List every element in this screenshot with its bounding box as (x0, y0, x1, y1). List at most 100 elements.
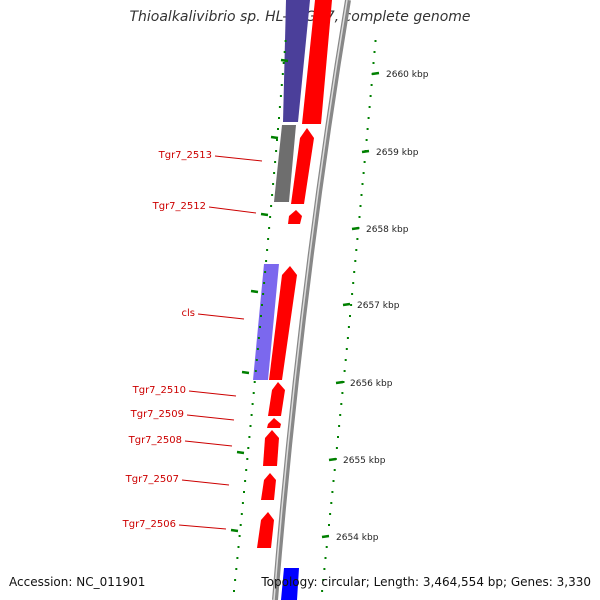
gc-dot (372, 62, 375, 64)
gc-dot (284, 40, 287, 42)
accession-label: Accession: NC_011901 (9, 575, 146, 589)
gene-label-leader (188, 390, 237, 397)
gene-label[interactable]: cls (182, 308, 196, 319)
forward-cds-feature[interactable] (269, 266, 297, 380)
gc-dot (253, 381, 256, 383)
gc-dot (339, 414, 342, 416)
gc-dot (370, 84, 373, 86)
feature-track (253, 0, 332, 600)
gc-dot (358, 216, 361, 218)
gc-dot (332, 480, 335, 482)
gc-dot (342, 381, 345, 383)
inner-scale-tick (241, 370, 250, 375)
backbone-ring (272, 0, 351, 600)
scale-track: 2660 kbp 2659 kbp 2658 kbp 2657 kbp 2656 kbp… (230, 58, 429, 543)
gc-dot (356, 238, 359, 240)
gene-label-leader (214, 155, 263, 162)
gc-dot (341, 392, 344, 394)
gc-dot (281, 73, 284, 75)
gc-dot (254, 370, 257, 372)
gc-dot (324, 557, 327, 559)
gc-dot (335, 447, 338, 449)
forward-cds-feature[interactable] (302, 0, 332, 124)
gc-dot (374, 40, 377, 42)
forward-cds-feature[interactable] (267, 418, 281, 428)
forward-cds-feature[interactable] (268, 382, 285, 416)
gc-dot (355, 249, 358, 251)
gc-dot (265, 260, 268, 262)
gene-label-leader (208, 206, 257, 214)
inner-scale-tick (260, 212, 269, 217)
gray-feature[interactable] (274, 125, 296, 202)
gc-dot (347, 326, 350, 328)
forward-cds-feature[interactable] (257, 512, 274, 548)
gc-dot (259, 326, 261, 328)
gene-label[interactable]: Tgr7_2513 (158, 150, 212, 161)
gc-dot (283, 51, 286, 53)
gc-dot (266, 249, 269, 251)
gene-label-leader (181, 479, 230, 486)
gene-label[interactable]: Tgr7_2507 (125, 474, 179, 485)
gc-dot (345, 348, 348, 350)
inner-scale-tick (230, 528, 239, 533)
gc-dot (344, 359, 347, 361)
gc-dot (346, 337, 349, 339)
gene-label[interactable]: Tgr7_2506 (122, 519, 176, 530)
scale-tick-label: 2658 kbp (366, 225, 409, 235)
gc-dot (273, 172, 276, 174)
gc-dot (249, 425, 252, 427)
gc-dot (275, 150, 278, 152)
gc-dot (333, 469, 336, 471)
gc-dot (340, 403, 343, 405)
gc-dot (233, 590, 235, 592)
scale-tick (371, 71, 380, 76)
gc-dot (354, 260, 357, 262)
gene-label[interactable]: Tgr7_2508 (128, 435, 182, 446)
reverse-cds-feature[interactable] (253, 264, 279, 380)
blue-feature[interactable] (281, 568, 299, 600)
gc-dot (240, 513, 243, 515)
gc-dot (245, 469, 248, 471)
gc-dot (349, 315, 351, 317)
gc-dot (369, 95, 372, 97)
gc-dot (282, 62, 285, 64)
gc-dot (252, 392, 255, 394)
forward-cds-feature[interactable] (288, 210, 302, 224)
gc-dot (361, 183, 364, 185)
gc-dot (363, 161, 366, 163)
gc-dot (247, 447, 250, 449)
gc-dot (246, 458, 249, 460)
gc-dot (350, 304, 353, 306)
gene-label[interactable]: Tgr7_2512 (152, 201, 206, 212)
gene-label[interactable]: Tgr7_2510 (132, 385, 186, 396)
gc-dot (362, 172, 365, 174)
gc-dot (359, 205, 362, 207)
gc-dot (267, 238, 270, 240)
gc-dot (234, 579, 237, 581)
scale-tick (361, 149, 370, 154)
gc-dot (322, 579, 325, 581)
gc-dot (244, 480, 247, 482)
forward-cds-feature[interactable] (263, 430, 279, 466)
gc-dot (343, 370, 346, 372)
gc-dot (256, 348, 259, 350)
gc-dot (271, 194, 274, 196)
gc-dot (276, 139, 278, 141)
gc-dot (278, 117, 280, 119)
gc-dot (338, 425, 341, 427)
gene-label[interactable]: Tgr7_2509 (130, 409, 184, 420)
gc-dot (368, 106, 371, 108)
inner-scale-tick (236, 450, 245, 455)
inner-scale-tick (280, 58, 289, 63)
gc-dot (351, 293, 354, 295)
gc-dot (264, 271, 267, 273)
gc-dot (239, 524, 242, 526)
gc-dot (329, 513, 332, 515)
gc-dot (243, 491, 245, 493)
forward-cds-feature[interactable] (261, 473, 276, 500)
gene-label-leader (197, 313, 245, 320)
scale-tick-label: 2657 kbp (357, 301, 400, 311)
forward-cds-feature[interactable] (291, 128, 314, 204)
reverse-cds-feature[interactable] (283, 0, 310, 122)
